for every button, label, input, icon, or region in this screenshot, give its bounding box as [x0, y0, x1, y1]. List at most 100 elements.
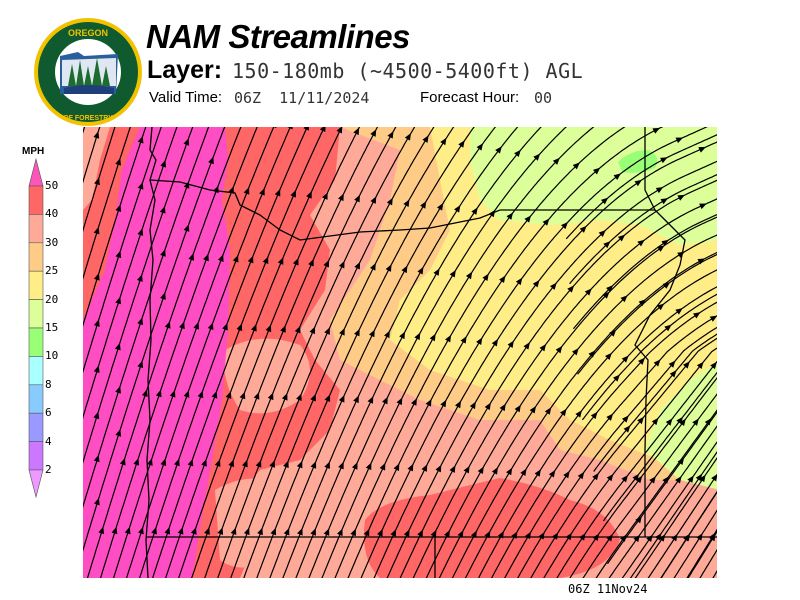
- streamline-arrow: [675, 476, 682, 484]
- streamline-arrow: [698, 146, 706, 153]
- streamline: [686, 528, 717, 578]
- streamline-arrow: [351, 462, 358, 470]
- streamline-arrow: [190, 527, 197, 535]
- streamline-arrow: [287, 127, 293, 130]
- streamline-arrow: [592, 533, 600, 542]
- streamline: [83, 127, 162, 374]
- streamline: [634, 457, 717, 578]
- streamline-arrow: [463, 465, 470, 474]
- streamline-arrow: [411, 398, 417, 406]
- streamline: [621, 441, 717, 578]
- streamline-arrow: [623, 425, 631, 433]
- streamline-arrow: [370, 196, 377, 204]
- streamline-arrow: [159, 206, 166, 214]
- streamlines: [83, 127, 717, 578]
- streamline: [230, 127, 435, 578]
- streamline-arrow: [303, 127, 309, 131]
- streamline-arrow: [94, 177, 100, 186]
- streamline-arrow: [211, 390, 218, 399]
- streamline-arrow: [368, 329, 375, 338]
- streamline-arrow: [679, 418, 686, 426]
- streamline-arrow: [354, 194, 360, 203]
- streamline-arrow: [548, 470, 556, 478]
- streamline-arrow: [201, 459, 207, 467]
- streamline: [660, 490, 717, 578]
- streamline-arrow: [454, 205, 461, 213]
- wind-fill-30-40-west: [83, 127, 310, 568]
- streamline-arrow: [179, 321, 185, 330]
- odf-logo: OREGON OF FORESTRY: [34, 18, 142, 126]
- streamline: [593, 333, 717, 472]
- streamline-arrow: [440, 137, 447, 146]
- streamline-arrow: [637, 239, 645, 247]
- colorbar-swatch-25-30: [28, 242, 44, 272]
- streamline-arrow: [662, 476, 669, 484]
- streamline-arrow: [336, 127, 343, 134]
- colorbar-tick-label: 20: [45, 292, 59, 306]
- streamline-arrow: [247, 255, 254, 264]
- streamline: [490, 301, 717, 578]
- streamline-arrow: [119, 457, 126, 466]
- streamline-arrow: [251, 324, 257, 332]
- streamline-arrow: [606, 534, 613, 542]
- streamline-arrow: [660, 157, 668, 164]
- streamline-arrow: [440, 399, 447, 408]
- streamline-arrow: [635, 475, 643, 484]
- streamline-arrow: [403, 529, 410, 537]
- colorbar-swatch-2-4: [28, 441, 44, 471]
- streamline-arrow: [310, 393, 316, 402]
- streamline: [712, 569, 717, 578]
- streamline-arrow: [602, 291, 610, 299]
- colorbar-tick-label: 40: [45, 207, 59, 221]
- streamline-arrow: [621, 415, 629, 423]
- svg-text:OF FORESTRY: OF FORESTRY: [63, 115, 113, 122]
- streamline-arrow: [310, 461, 317, 469]
- streamline-arrow: [137, 135, 144, 144]
- streamline: [565, 134, 717, 240]
- streamline-arrow: [367, 396, 374, 404]
- streamline-arrow: [306, 191, 312, 199]
- streamline-arrow: [187, 458, 194, 467]
- streamline-arrow: [93, 365, 100, 374]
- streamline: [204, 127, 397, 578]
- streamline-arrow: [555, 345, 563, 354]
- streamline-arrow: [290, 190, 296, 198]
- streamline-arrow: [93, 497, 100, 506]
- streamline-arrow: [617, 234, 626, 242]
- streamline-arrow: [695, 473, 703, 482]
- streamline-arrow: [529, 405, 537, 414]
- streamline-arrow: [665, 418, 673, 426]
- streamline: [399, 179, 717, 578]
- streamline-arrow: [387, 131, 394, 139]
- oregon-south-border: [146, 536, 717, 578]
- streamline-arrow: [671, 533, 678, 542]
- streamline-arrow: [385, 264, 392, 272]
- streamline-arrow: [193, 321, 200, 330]
- streamline-arrow: [146, 458, 153, 466]
- streamline-arrow: [323, 259, 330, 268]
- streamline-arrow: [203, 253, 209, 262]
- streamline-arrow: [420, 201, 427, 209]
- colorbar-tick-label: 30: [45, 235, 59, 249]
- streamline: [282, 127, 519, 578]
- streamline-arrow: [183, 181, 190, 189]
- streamline-arrow: [322, 192, 328, 200]
- footer-timestamp: 06Z 11Nov24: [568, 582, 648, 596]
- streamline-arrow: [600, 197, 609, 205]
- streamline-arrow: [115, 429, 122, 437]
- streamline-arrow: [677, 194, 685, 201]
- streamline-arrow: [660, 198, 669, 205]
- streamline-arrow: [93, 131, 100, 139]
- streamline-arrow: [177, 527, 184, 535]
- colorbar-tick-label: 50: [45, 179, 59, 192]
- streamline: [464, 269, 717, 578]
- streamline-arrow: [656, 303, 665, 311]
- streamline-arrow: [283, 527, 290, 536]
- streamline: [687, 530, 717, 578]
- streamline-arrow: [549, 282, 557, 290]
- streamline-arrow: [457, 530, 464, 538]
- streamline-arrow: [370, 129, 377, 137]
- streamline-arrow: [484, 402, 491, 411]
- streamline-arrow: [369, 263, 376, 271]
- streamline-arrow: [637, 416, 644, 425]
